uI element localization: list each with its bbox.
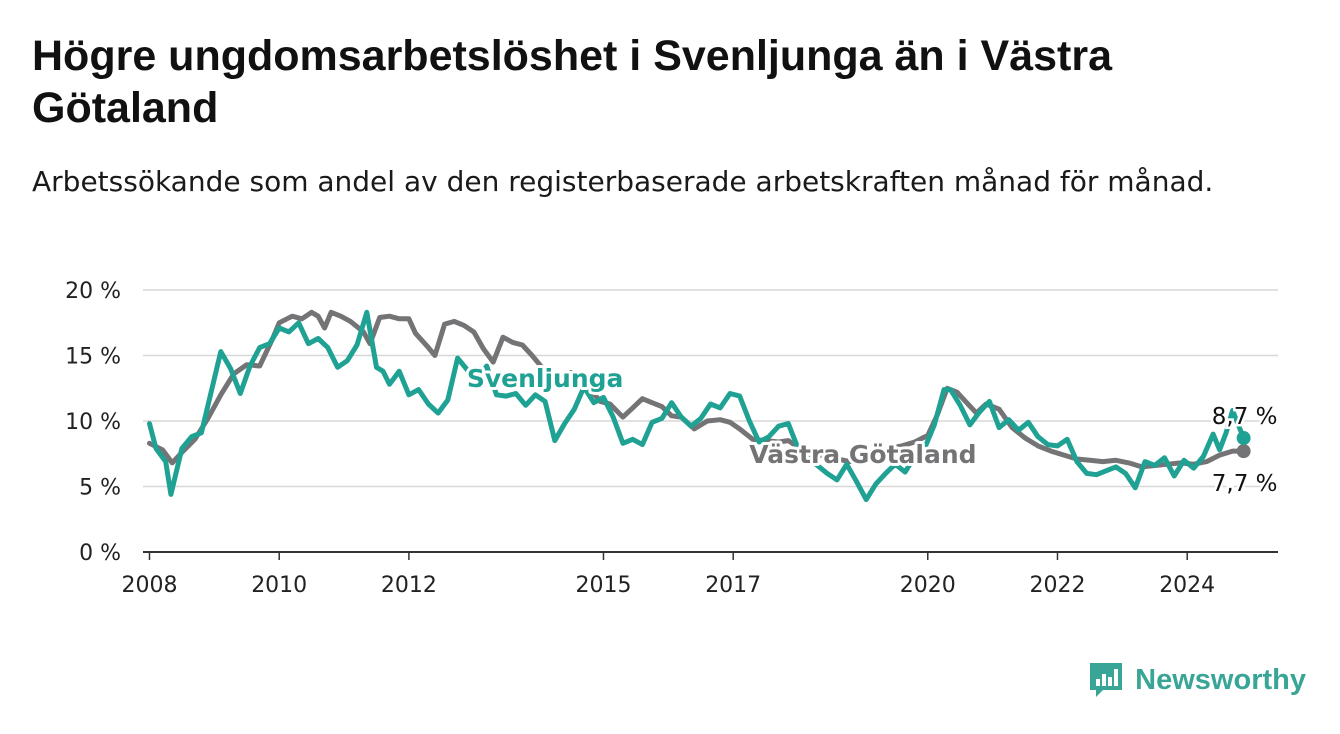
axis-layer: 0 % 5 % 10 % 15 % 20 % 2008 2010 2012 2015 2017 20…	[65, 279, 1278, 598]
grid-layer	[143, 289, 1278, 488]
x-tick-label: 2017	[705, 573, 761, 598]
series-name-label: Svenljunga	[467, 364, 624, 393]
label-layer: Svenljunga Västra Götaland 7,7 % 8,7 %	[464, 361, 1280, 500]
series-name-label: Västra Götaland	[749, 440, 976, 469]
x-tick-label: 2012	[381, 573, 437, 598]
x-tick-label: 2024	[1159, 573, 1215, 598]
y-tick-label: 15 %	[65, 345, 121, 370]
series-layer	[147, 309, 1251, 503]
x-tick-label: 2020	[900, 573, 956, 598]
x-tick-label: 2008	[121, 573, 177, 598]
x-tick-label: 2010	[251, 573, 307, 598]
x-tick-label: 2015	[575, 573, 631, 598]
y-tick-label: 5 %	[79, 476, 121, 501]
y-tick-label: 20 %	[65, 279, 121, 304]
page-title: Högre ungdomsarbetslöshet i Svenljunga ä…	[32, 32, 1113, 132]
page-subtitle: Arbetssökande som andel av den registerb…	[32, 165, 1214, 198]
bar-chart-logo-icon	[1090, 663, 1123, 697]
y-tick-label: 10 %	[65, 410, 121, 435]
series-line-vastra-gotaland	[147, 309, 1247, 470]
series-end-marker	[1236, 444, 1251, 459]
x-tick-label: 2022	[1029, 573, 1085, 598]
end-value-label: 7,7 %	[1212, 471, 1278, 497]
y-tick-label: 0 %	[79, 541, 121, 566]
brand-logo: Newsworthy	[1087, 660, 1306, 700]
brand-name: Newsworthy	[1135, 663, 1306, 696]
series-line-svenljunga	[147, 309, 1247, 503]
series-end-marker	[1236, 431, 1251, 446]
end-value-label: 8,7 %	[1212, 404, 1278, 430]
